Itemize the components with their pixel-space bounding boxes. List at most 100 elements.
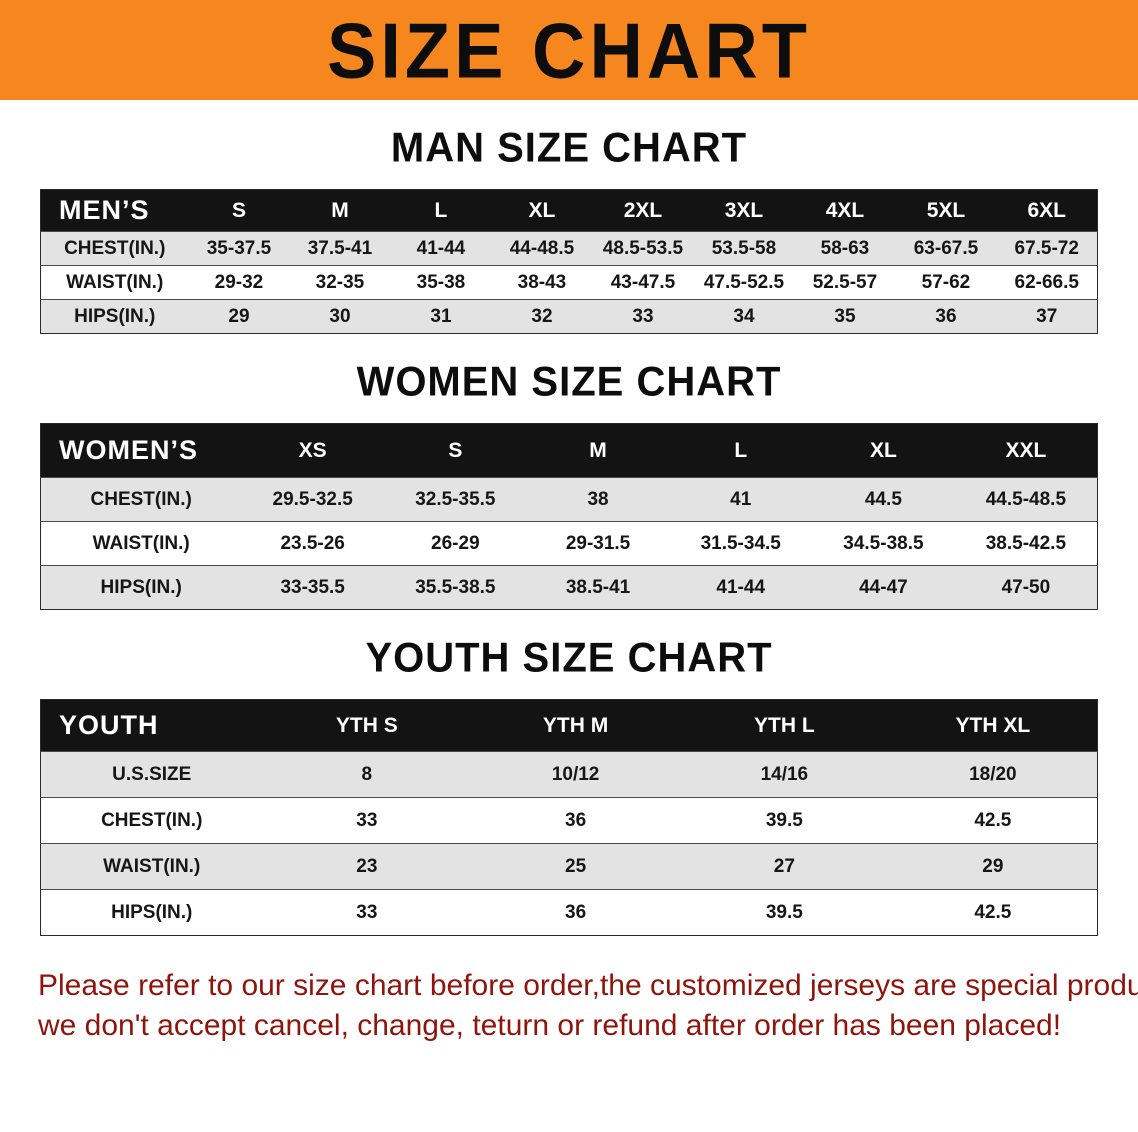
table-row: HIPS(IN.) 29 30 31 32 33 34 35 36 37	[40, 299, 1098, 334]
table-title-cell: MEN’S	[40, 189, 189, 232]
table-row: WAIST(IN.) 23.5-26 26-29 29-31.5 31.5-34.5 34…	[40, 521, 1098, 566]
table-row: WAIST(IN.) 29-32 32-35 35-38 38-43 43-47.5 47.…	[40, 265, 1098, 300]
size-value: 36	[895, 299, 997, 334]
table-title-cell: WOMEN’S	[40, 423, 242, 478]
size-value: 26-29	[384, 521, 527, 566]
disclaimer-line-1: Please refer to our size chart before or…	[38, 969, 1138, 1002]
size-value: 27	[679, 843, 889, 890]
size-value: 29-32	[188, 265, 290, 300]
row-label: WAIST(IN.)	[40, 521, 242, 566]
size-value: 32-35	[289, 265, 391, 300]
size-value: 47.5-52.5	[693, 265, 795, 300]
row-label: HIPS(IN.)	[40, 299, 189, 334]
women-section-heading: WOMEN SIZE CHART	[356, 358, 782, 406]
size-value: 29.5-32.5	[241, 477, 385, 522]
table-row: CHEST(IN.) 29.5-32.5 32.5-35.5 38 41 44.5 44.5…	[40, 477, 1098, 522]
top-banner: SIZE CHART	[0, 0, 1138, 100]
size-value: 44.5-48.5	[954, 477, 1098, 522]
men-size-table: MEN’S S M L XL 2XL 3XL 4XL 5XL 6XL CHEST(IN.) 35-37…	[40, 189, 1098, 334]
size-value: 38.5-41	[526, 565, 670, 610]
size-value: 25	[471, 843, 680, 890]
size-value: 67.5-72	[996, 231, 1098, 266]
row-label: CHEST(IN.)	[40, 231, 189, 266]
size-column-header: 6XL	[996, 189, 1098, 232]
size-value: 52.5-57	[794, 265, 896, 300]
youth-section-heading: YOUTH SIZE CHART	[365, 634, 773, 682]
size-column-header: M	[526, 423, 670, 478]
table-header-row: WOMEN’S XS S M L XL XXL	[40, 423, 1098, 478]
disclaimer-line-2: we don't accept cancel, change, teturn o…	[38, 1008, 1062, 1042]
table-title-cell: YOUTH	[40, 699, 263, 752]
table-row: U.S.SIZE 8 10/12 14/16 18/20	[40, 751, 1098, 798]
page-title: SIZE CHART	[327, 6, 811, 94]
row-label: U.S.SIZE	[40, 751, 263, 798]
men-section-heading: MAN SIZE CHART	[390, 124, 748, 172]
size-value: 30	[289, 299, 391, 334]
size-value: 31	[390, 299, 492, 334]
size-value: 29	[888, 843, 1098, 890]
table-row: WAIST(IN.) 23 25 27 29	[40, 843, 1098, 890]
size-value: 44.5	[812, 477, 955, 522]
size-column-header: L	[669, 423, 813, 478]
size-value: 29-31.5	[526, 521, 670, 566]
size-column-header: 4XL	[794, 189, 896, 232]
size-column-header: M	[289, 189, 391, 232]
size-value: 10/12	[471, 751, 680, 798]
size-value: 34.5-38.5	[812, 521, 955, 566]
size-column-header: S	[384, 423, 527, 478]
size-value: 62-66.5	[996, 265, 1098, 300]
size-value: 44-48.5	[491, 231, 593, 266]
size-value: 37	[996, 299, 1098, 334]
size-column-header: XS	[241, 423, 385, 478]
row-label: WAIST(IN.)	[40, 265, 189, 300]
size-value: 44-47	[812, 565, 955, 610]
size-value: 53.5-58	[693, 231, 795, 266]
size-column-header: YTH M	[471, 699, 680, 752]
size-value: 18/20	[888, 751, 1098, 798]
size-value: 14/16	[679, 751, 889, 798]
row-label: CHEST(IN.)	[40, 797, 263, 844]
size-value: 31.5-34.5	[669, 521, 813, 566]
table-row: HIPS(IN.) 33 36 39.5 42.5	[40, 889, 1098, 936]
size-column-header: XL	[812, 423, 955, 478]
size-column-header: 5XL	[895, 189, 997, 232]
size-column-header: XL	[491, 189, 593, 232]
size-value: 8	[262, 751, 472, 798]
size-value: 35.5-38.5	[384, 565, 527, 610]
size-value: 29	[188, 299, 290, 334]
size-value: 42.5	[888, 889, 1098, 936]
size-value: 32.5-35.5	[384, 477, 527, 522]
size-value: 41-44	[669, 565, 813, 610]
size-value: 23	[262, 843, 472, 890]
size-column-header: XXL	[954, 423, 1098, 478]
size-value: 35-37.5	[188, 231, 290, 266]
table-row: CHEST(IN.) 33 36 39.5 42.5	[40, 797, 1098, 844]
size-value: 37.5-41	[289, 231, 391, 266]
size-column-header: 3XL	[693, 189, 795, 232]
size-column-header: YTH XL	[888, 699, 1098, 752]
size-value: 33	[592, 299, 694, 334]
size-value: 58-63	[794, 231, 896, 266]
row-label: HIPS(IN.)	[40, 889, 263, 936]
youth-size-table: YOUTH YTH S YTH M YTH L YTH XL U.S.SIZE 8 10/12…	[40, 699, 1098, 936]
size-value: 39.5	[679, 889, 889, 936]
size-value: 33-35.5	[241, 565, 385, 610]
size-value: 39.5	[679, 797, 889, 844]
women-size-table: WOMEN’S XS S M L XL XXL CHEST(IN.) 29.5-32.5 32.5…	[40, 423, 1098, 610]
size-column-header: YTH L	[679, 699, 889, 752]
row-label: HIPS(IN.)	[40, 565, 242, 610]
size-value: 38	[526, 477, 670, 522]
table-header-row: YOUTH YTH S YTH M YTH L YTH XL	[40, 699, 1098, 752]
size-value: 33	[262, 889, 472, 936]
size-value: 23.5-26	[241, 521, 385, 566]
size-column-header: 2XL	[592, 189, 694, 232]
size-value: 35	[794, 299, 896, 334]
size-value: 43-47.5	[592, 265, 694, 300]
disclaimer-note: Please refer to our size chart before or…	[38, 966, 1138, 1045]
size-value: 47-50	[954, 565, 1098, 610]
size-value: 34	[693, 299, 795, 334]
size-column-header: YTH S	[262, 699, 472, 752]
size-value: 63-67.5	[895, 231, 997, 266]
size-value: 48.5-53.5	[592, 231, 694, 266]
size-column-header: L	[390, 189, 492, 232]
